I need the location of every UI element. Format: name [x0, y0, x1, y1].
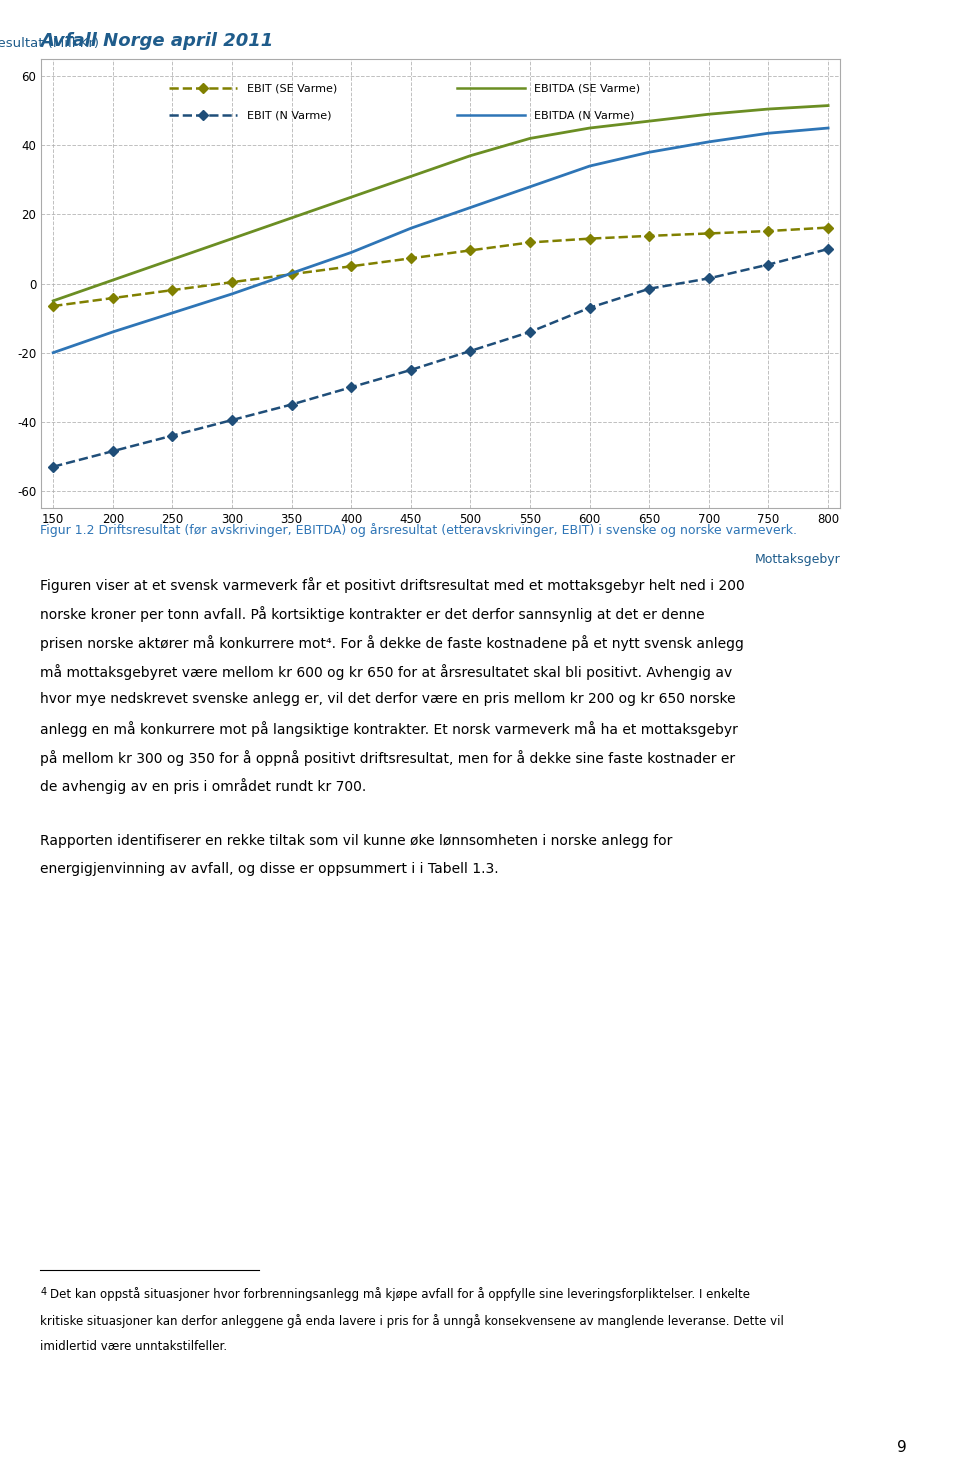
Text: Figur 1.2 Driftsresultat (før avskrivinger, EBITDA) og årsresultat (etteravskriv: Figur 1.2 Driftsresultat (før avskriving…	[40, 523, 798, 536]
Text: EBIT (SE Varme): EBIT (SE Varme)	[247, 82, 337, 93]
Text: Rapporten identifiserer en rekke tiltak som vil kunne øke lønnsomheten i norske : Rapporten identifiserer en rekke tiltak …	[40, 834, 673, 848]
Text: 4: 4	[40, 1287, 46, 1298]
Text: prisen norske aktører må konkurrere mot⁴. For å dekke de faste kostnadene på et : prisen norske aktører må konkurrere mot⁴…	[40, 635, 744, 651]
Text: på mellom kr 300 og 350 for å oppnå positivt driftsresultat, men for å dekke sin: på mellom kr 300 og 350 for å oppnå posi…	[40, 750, 735, 766]
Text: imidlertid være unntakstilfeller.: imidlertid være unntakstilfeller.	[40, 1340, 228, 1354]
Text: Resultat (Mill Kr): Resultat (Mill Kr)	[0, 37, 100, 50]
Text: Figuren viser at et svensk varmeverk får et positivt driftsresultat med et motta: Figuren viser at et svensk varmeverk får…	[40, 577, 745, 594]
Text: Mottaksgebyr: Mottaksgebyr	[755, 554, 840, 566]
Text: Avfall Norge april 2011: Avfall Norge april 2011	[40, 32, 274, 50]
Text: anlegg en må konkurrere mot på langsiktige kontrakter. Et norsk varmeverk må ha : anlegg en må konkurrere mot på langsikti…	[40, 722, 738, 736]
Text: de avhengig av en pris i området rundt kr 700.: de avhengig av en pris i området rundt k…	[40, 778, 367, 794]
Text: 9: 9	[898, 1441, 907, 1455]
Text: EBITDA (N Varme): EBITDA (N Varme)	[534, 110, 635, 121]
Text: Det kan oppstå situasjoner hvor forbrenningsanlegg må kjøpe avfall for å oppfyll: Det kan oppstå situasjoner hvor forbrenn…	[50, 1287, 750, 1301]
Text: norske kroner per tonn avfall. På kortsiktige kontrakter er det derfor sannsynli: norske kroner per tonn avfall. På kortsi…	[40, 607, 705, 622]
Text: EBITDA (SE Varme): EBITDA (SE Varme)	[534, 82, 640, 93]
Text: hvor mye nedskrevet svenske anlegg er, vil det derfor være en pris mellom kr 200: hvor mye nedskrevet svenske anlegg er, v…	[40, 692, 736, 707]
Text: kritiske situasjoner kan derfor anleggene gå enda lavere i pris for å unngå kons: kritiske situasjoner kan derfor anleggen…	[40, 1314, 784, 1327]
Text: må mottaksgebyret være mellom kr 600 og kr 650 for at årsresultatet skal bli pos: må mottaksgebyret være mellom kr 600 og …	[40, 663, 732, 679]
Text: EBIT (N Varme): EBIT (N Varme)	[247, 110, 331, 121]
Text: energigjenvinning av avfall, og disse er oppsummert i i Tabell 1.3.: energigjenvinning av avfall, og disse er…	[40, 863, 499, 876]
